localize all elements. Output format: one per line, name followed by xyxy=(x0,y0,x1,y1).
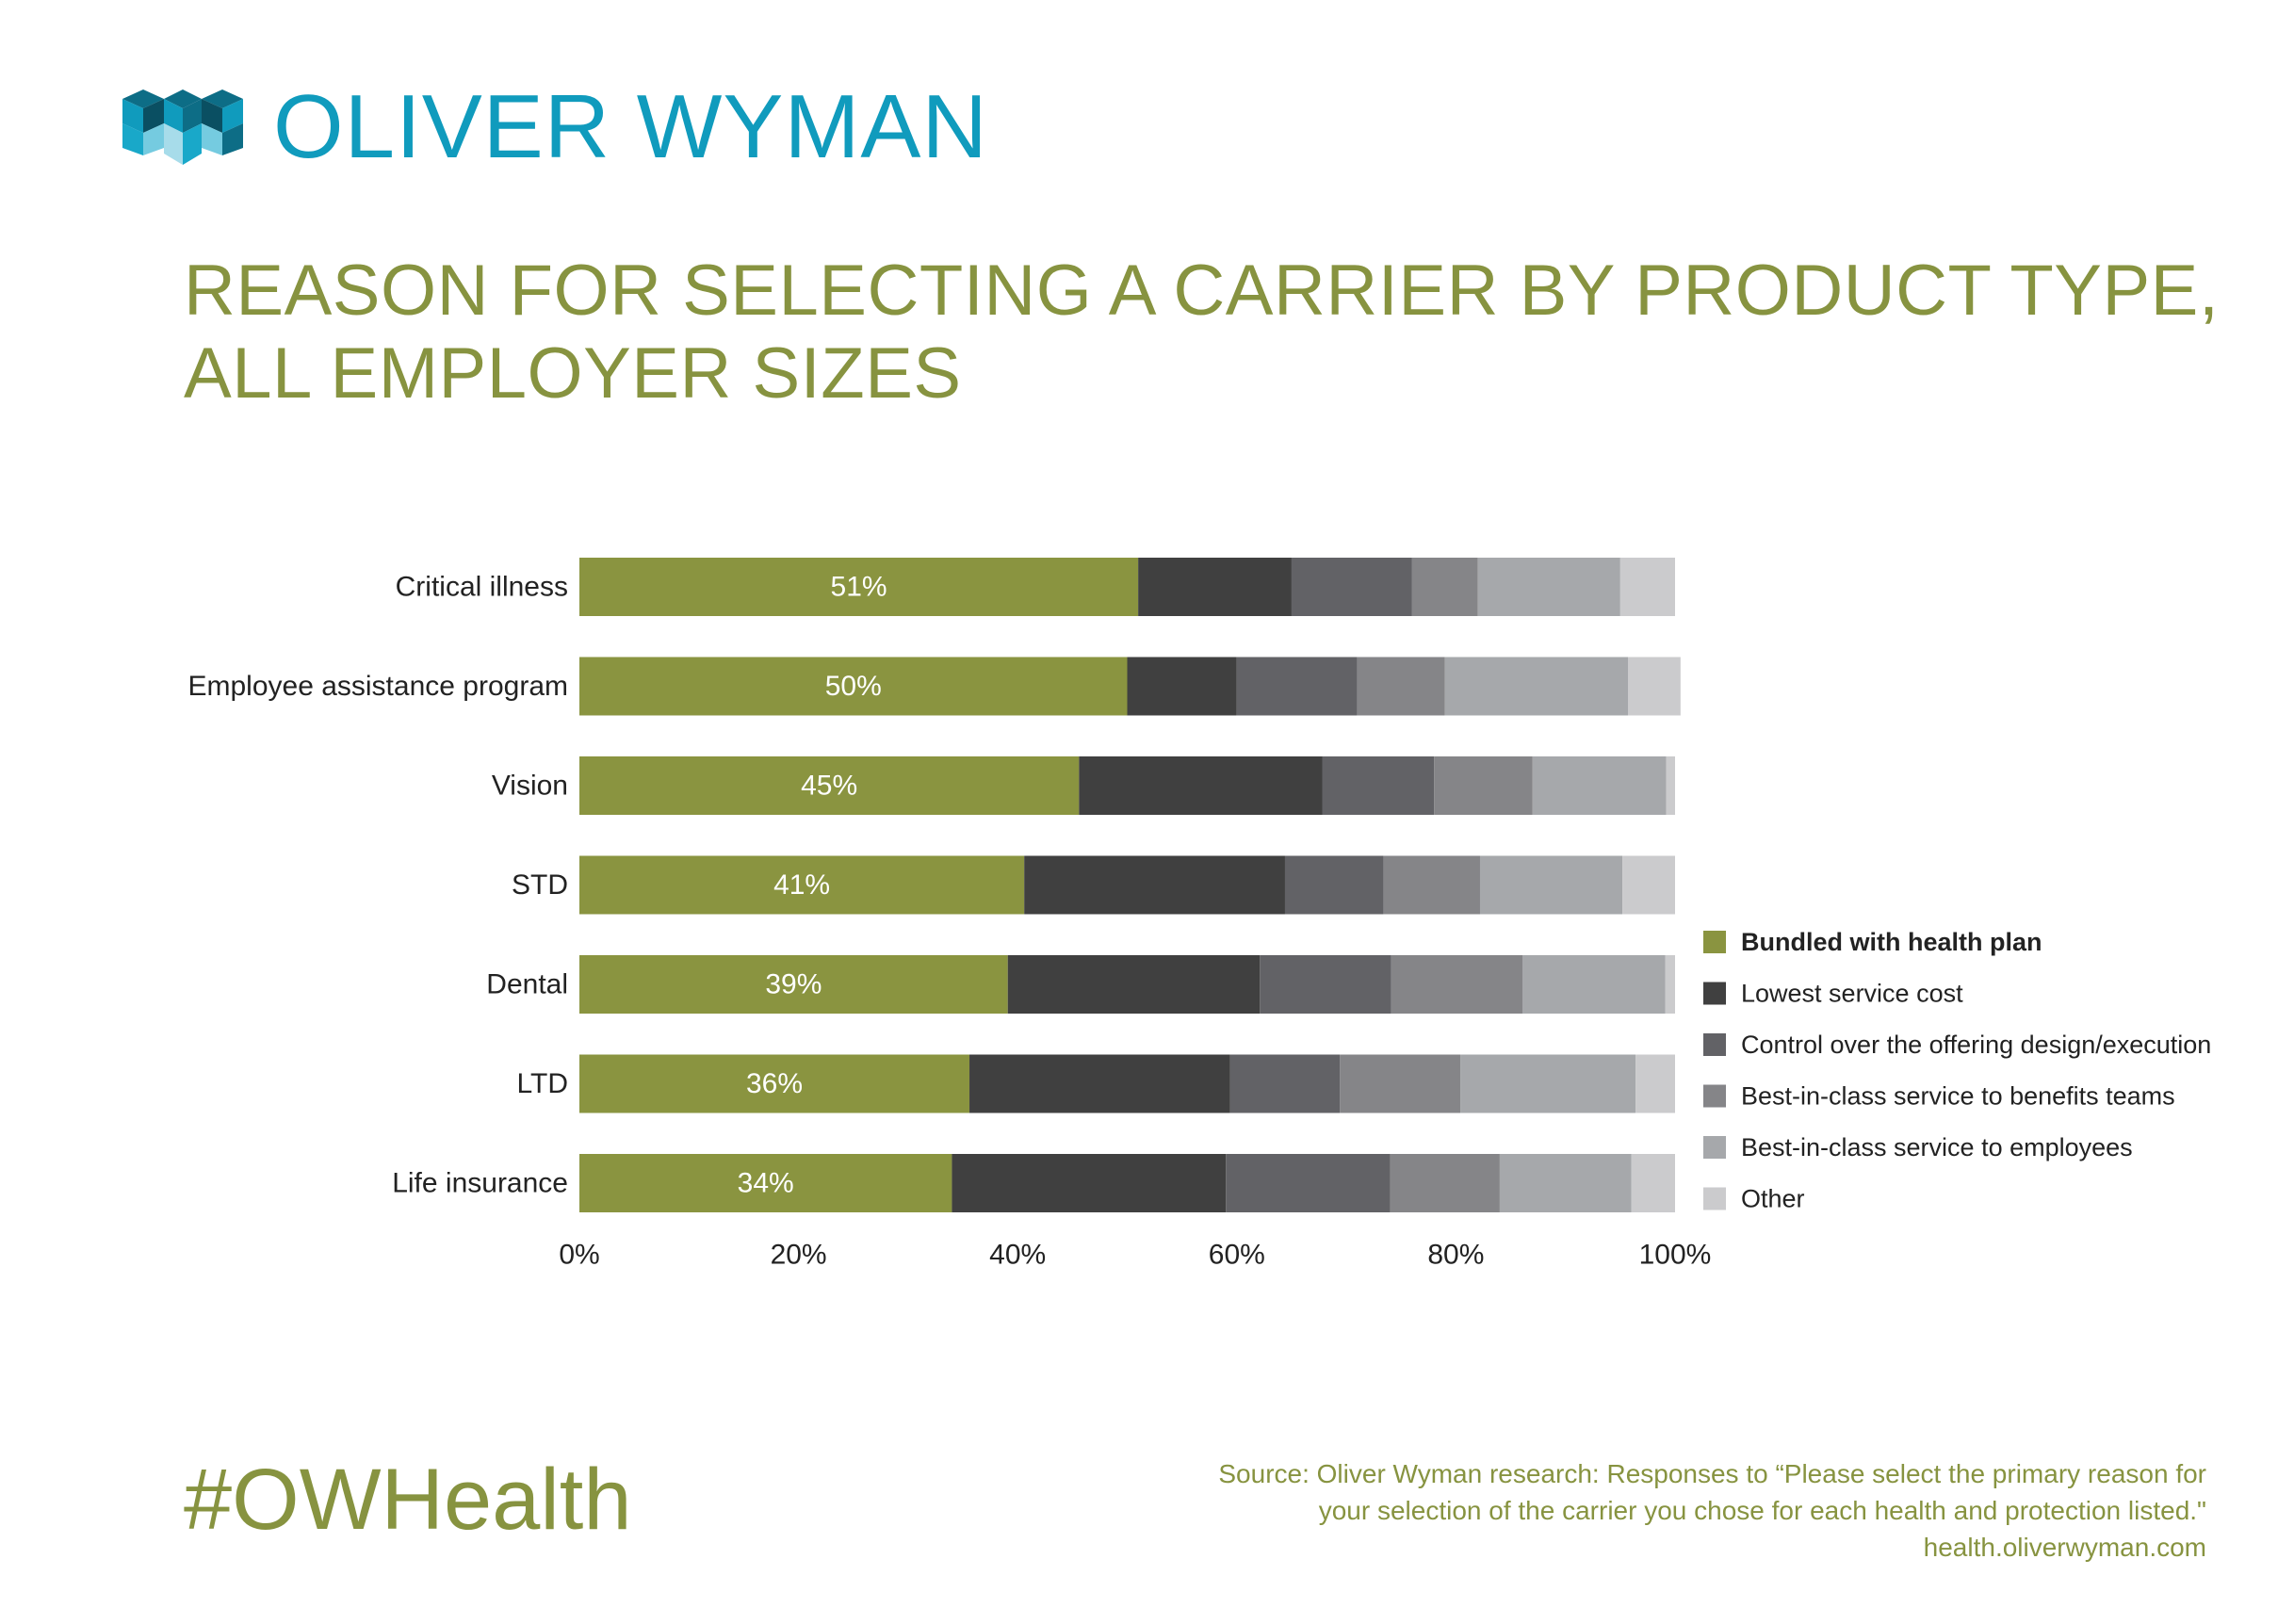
bar-segment xyxy=(1499,1154,1632,1212)
x-tick-label: 0% xyxy=(559,1240,599,1271)
bar-segment xyxy=(1390,1154,1500,1212)
legend-swatch xyxy=(1703,1187,1726,1210)
x-tick-label: 40% xyxy=(989,1240,1046,1271)
data-label: 41% xyxy=(773,869,830,901)
legend-swatch xyxy=(1703,1136,1726,1159)
bar-segment xyxy=(1138,558,1292,616)
brand-name: OLIVER WYMAN xyxy=(273,76,988,177)
category-label: Dental xyxy=(486,969,568,1000)
x-tick-label: 100% xyxy=(1639,1240,1712,1271)
bar-segment xyxy=(1391,955,1523,1014)
bar-segment xyxy=(1340,1054,1461,1113)
x-tick-label: 80% xyxy=(1427,1240,1484,1271)
data-label: 50% xyxy=(825,671,882,702)
legend-swatch xyxy=(1703,982,1726,1005)
data-label: 39% xyxy=(765,969,822,1000)
bar-segment xyxy=(1260,955,1391,1014)
bar-segment xyxy=(579,657,1128,716)
bar-segment xyxy=(1444,657,1628,716)
bar-segment xyxy=(1284,855,1384,915)
oliver-wyman-logo-icon xyxy=(122,89,243,165)
x-tick-label: 20% xyxy=(771,1240,827,1271)
category-label: Vision xyxy=(492,771,568,802)
chart-title: REASON FOR SELECTING A CARRIER BY PRODUC… xyxy=(184,250,2220,415)
legend-swatch xyxy=(1703,1033,1726,1056)
category-label: LTD xyxy=(517,1068,568,1099)
bar-segment xyxy=(1127,657,1237,716)
bar-segment xyxy=(579,1054,970,1113)
category-label: Life insurance xyxy=(392,1168,568,1199)
chart-title-line-1: REASON FOR SELECTING A CARRIER BY PRODUC… xyxy=(184,251,2220,331)
legend-label: Other xyxy=(1741,1185,1805,1213)
bar-segment xyxy=(1024,855,1285,915)
bar-segment xyxy=(1665,955,1675,1014)
legend-label: Control over the offering design/executi… xyxy=(1741,1031,2211,1059)
bar-segment xyxy=(1226,1154,1391,1212)
bar-segment xyxy=(1619,558,1675,616)
bar-segment xyxy=(1479,855,1623,915)
bar-segment xyxy=(1229,1054,1341,1113)
category-label: STD xyxy=(512,869,568,901)
x-tick-label: 60% xyxy=(1209,1240,1265,1271)
bar-segment xyxy=(1007,955,1261,1014)
bar-segment xyxy=(1322,756,1435,815)
bar-segment xyxy=(1236,657,1358,716)
bar-segment xyxy=(1383,855,1480,915)
bar-segment xyxy=(969,1054,1230,1113)
legend-swatch xyxy=(1703,931,1726,953)
data-label: 51% xyxy=(831,572,887,603)
oliver-wyman-logo: OLIVER WYMAN xyxy=(122,76,988,177)
category-label: Critical illness xyxy=(396,572,568,603)
bar-segment xyxy=(579,955,1008,1014)
bar-segment xyxy=(579,1154,952,1212)
source-line-1: Source: Oliver Wyman research: Responses… xyxy=(1218,1459,2206,1488)
bar-segment xyxy=(1622,855,1675,915)
bar-segment xyxy=(579,558,1139,616)
bar-segment xyxy=(579,756,1080,815)
stacked-bar-chart: Critical illness 51% Employee assistance p… xyxy=(187,558,2211,1271)
chart-title-line-2: ALL EMPLOYER SIZES xyxy=(184,333,962,414)
bar-segment xyxy=(1635,1054,1675,1113)
bar-segment xyxy=(1357,657,1445,716)
source-line-2: your selection of the carrier you chose … xyxy=(1318,1496,2206,1525)
source-note: Source: Oliver Wyman research: Responses… xyxy=(1218,1455,2206,1566)
legend-swatch xyxy=(1703,1084,1726,1108)
hashtag: #OWHealth xyxy=(184,1452,632,1548)
bar-segment xyxy=(1631,1154,1675,1212)
category-label: Employee assistance program xyxy=(187,671,568,702)
bar-segment xyxy=(1666,756,1675,815)
bar-segment xyxy=(1627,657,1681,716)
data-label: 36% xyxy=(746,1068,803,1099)
bar-segment xyxy=(1477,558,1620,616)
bar-segment xyxy=(952,1154,1227,1212)
bar-segment xyxy=(1411,558,1478,616)
bar-segment xyxy=(1079,756,1323,815)
bar-segment xyxy=(1522,955,1666,1014)
legend-label: Best-in-class service to benefits teams xyxy=(1741,1082,2175,1111)
legend-label: Bundled with health plan xyxy=(1741,928,2042,956)
data-label: 45% xyxy=(801,771,857,802)
legend-label: Lowest service cost xyxy=(1741,980,1963,1008)
source-url: health.oliverwyman.com xyxy=(1923,1533,2206,1562)
bar-segment xyxy=(1532,756,1667,815)
bar-segment xyxy=(579,855,1025,915)
legend-label: Best-in-class service to employees xyxy=(1741,1133,2133,1161)
bar-segment xyxy=(1460,1054,1636,1113)
bar-segment xyxy=(1291,558,1412,616)
bar-segment xyxy=(1434,756,1533,815)
data-label: 34% xyxy=(738,1168,794,1199)
